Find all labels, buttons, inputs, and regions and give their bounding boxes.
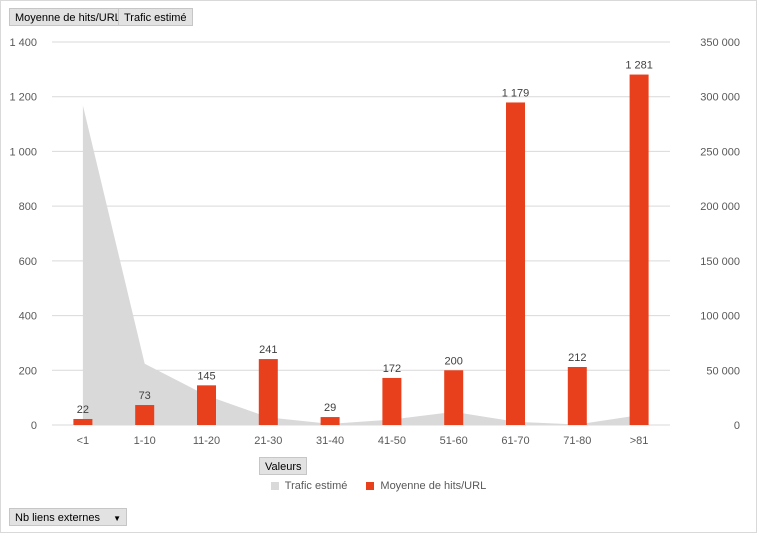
- y-left-tick-label: 400: [19, 311, 37, 323]
- bar: [320, 417, 340, 425]
- legend-swatch-moyenne: [366, 482, 375, 490]
- legend-item-trafic: Trafic estimé: [270, 480, 348, 492]
- y-right-tick-label: 350 000: [700, 37, 740, 49]
- y-left-tick-label: 600: [19, 256, 37, 268]
- bar-data-label: 1 179: [502, 87, 530, 99]
- legend-item-moyenne: Moyenne de hits/URL: [366, 480, 486, 492]
- chevron-down-icon: ▼: [113, 514, 121, 523]
- y-left-tick-label: 0: [31, 420, 37, 432]
- x-tick-label: 11-20: [193, 435, 220, 447]
- bar-data-label: 145: [197, 370, 215, 382]
- x-tick-label: 1-10: [134, 435, 156, 447]
- y-left-tick-label: 800: [19, 201, 37, 213]
- x-tick-label: 41-50: [378, 435, 406, 447]
- y-left-tick-label: 200: [19, 365, 37, 377]
- y-right-tick-label: 100 000: [700, 311, 740, 323]
- bar: [258, 359, 278, 425]
- y-right-tick-label: 200 000: [700, 201, 740, 213]
- chart-legend: Trafic estimé Moyenne de hits/URL: [0, 480, 757, 493]
- bar: [629, 74, 649, 426]
- y-left-tick-label: 1 200: [9, 92, 37, 104]
- y-left-tick-label: 1 000: [9, 146, 37, 158]
- y-right-tick-label: 250 000: [700, 146, 740, 158]
- y-left-tick-label: 1 400: [9, 37, 37, 49]
- bar: [506, 102, 525, 425]
- legend-label-trafic: Trafic estimé: [284, 480, 348, 492]
- legend-label-moyenne: Moyenne de hits/URL: [380, 480, 487, 492]
- x-tick-label: <1: [77, 435, 90, 447]
- bar-data-label: 73: [139, 390, 151, 402]
- x-tick-label: 61-70: [501, 435, 529, 447]
- axis-field-dropdown[interactable]: Nb liens externes ▼: [9, 508, 127, 526]
- bar-data-label: 212: [568, 352, 586, 364]
- x-tick-label: >81: [630, 435, 649, 447]
- y-right-tick-label: 300 000: [700, 92, 740, 104]
- bar: [135, 405, 155, 425]
- bar-data-label: 22: [77, 404, 89, 416]
- axis-field-label: Nb liens externes: [15, 512, 100, 524]
- bar-data-label: 200: [445, 355, 463, 367]
- bar: [567, 367, 587, 425]
- y-right-tick-label: 50 000: [706, 365, 740, 377]
- x-tick-label: 21-30: [254, 435, 282, 447]
- x-tick-label: 31-40: [316, 435, 344, 447]
- bar: [197, 385, 216, 425]
- y-right-tick-label: 150 000: [700, 256, 740, 268]
- bar-data-label: 29: [324, 402, 336, 414]
- bar: [73, 418, 93, 425]
- x-tick-label: 71-80: [563, 435, 591, 447]
- x-tick-label: 51-60: [440, 435, 468, 447]
- values-field-button[interactable]: Valeurs: [259, 457, 308, 475]
- area-series-trafic: [82, 105, 640, 426]
- y-right-tick-label: 0: [734, 420, 740, 432]
- bar: [444, 370, 464, 425]
- field-button-trafic-estime[interactable]: Trafic estimé: [118, 8, 193, 26]
- legend-swatch-trafic: [270, 482, 279, 490]
- bar-data-label: 172: [383, 363, 401, 375]
- bar-data-label: 241: [259, 344, 277, 356]
- bar-data-label: 1 281: [625, 60, 653, 72]
- bar: [382, 377, 402, 425]
- field-button-moyenne-hits[interactable]: Moyenne de hits/URL: [9, 8, 127, 26]
